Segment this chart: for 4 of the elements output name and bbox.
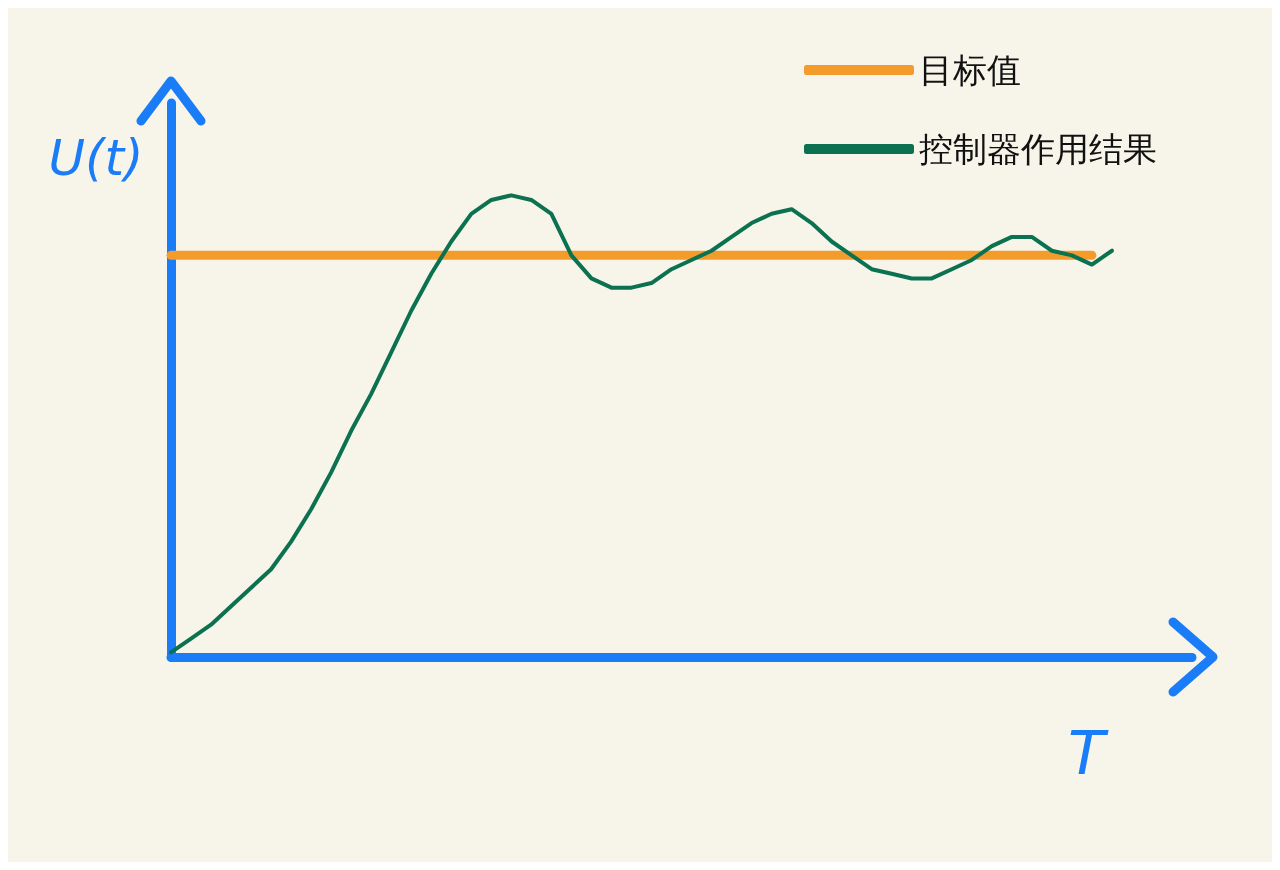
legend-label: 目标值 — [919, 50, 1021, 90]
x-axis-title: T — [1068, 718, 1109, 788]
legend-label: 控制器作用结果 — [919, 129, 1157, 169]
y-axis-title: U(t) — [48, 129, 144, 187]
